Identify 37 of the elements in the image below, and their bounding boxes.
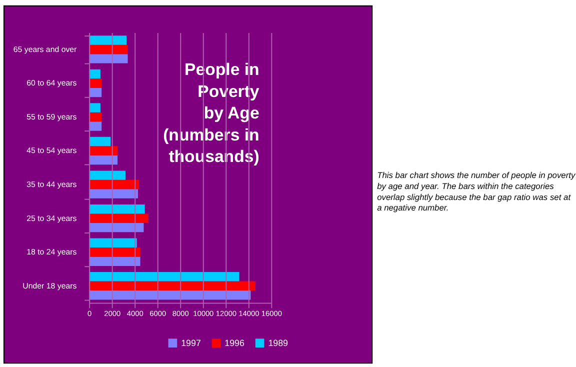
y-tick-label: 45 to 54 years xyxy=(26,146,77,156)
bar xyxy=(89,222,144,232)
bar xyxy=(89,103,100,112)
bar xyxy=(89,256,140,266)
bar xyxy=(89,238,137,248)
bar xyxy=(89,88,102,98)
bar xyxy=(89,214,148,223)
bar xyxy=(89,44,128,54)
y-tick-label: 55 to 59 years xyxy=(26,112,77,122)
y-tick-label: 60 to 64 years xyxy=(26,78,77,88)
bar xyxy=(89,78,102,88)
text: People in Poverty by Age (numbers in thousands) xyxy=(163,60,260,166)
bar xyxy=(89,146,118,156)
bar xyxy=(89,189,138,198)
y-tick-label: 25 to 34 years xyxy=(26,214,77,223)
bar xyxy=(89,54,128,64)
legend-label: 1989 xyxy=(268,338,288,348)
y-tick-label: 18 to 24 years xyxy=(26,248,77,257)
bar xyxy=(89,204,145,214)
bar xyxy=(89,36,127,45)
legend-label: 1996 xyxy=(224,338,244,348)
y-tick-label: 65 years and over xyxy=(13,44,78,54)
bar xyxy=(89,247,140,257)
bar xyxy=(89,136,111,146)
y-tick-label: Under 18 years xyxy=(22,281,77,290)
bar xyxy=(89,180,140,190)
bar xyxy=(89,281,256,290)
bar xyxy=(89,69,100,79)
bar xyxy=(89,272,240,282)
bar xyxy=(89,290,251,300)
bar xyxy=(89,170,126,180)
y-tick-label: 35 to 44 years xyxy=(26,180,77,190)
legend-label: 1997 xyxy=(181,338,201,348)
text: This bar chart shows the number of people in poverty by age and year. The bars within the categories overlap slightly because the bar gap ratio was set at a negative number. xyxy=(377,170,576,213)
bar xyxy=(89,122,102,131)
bar xyxy=(89,155,118,165)
bar xyxy=(89,112,102,122)
